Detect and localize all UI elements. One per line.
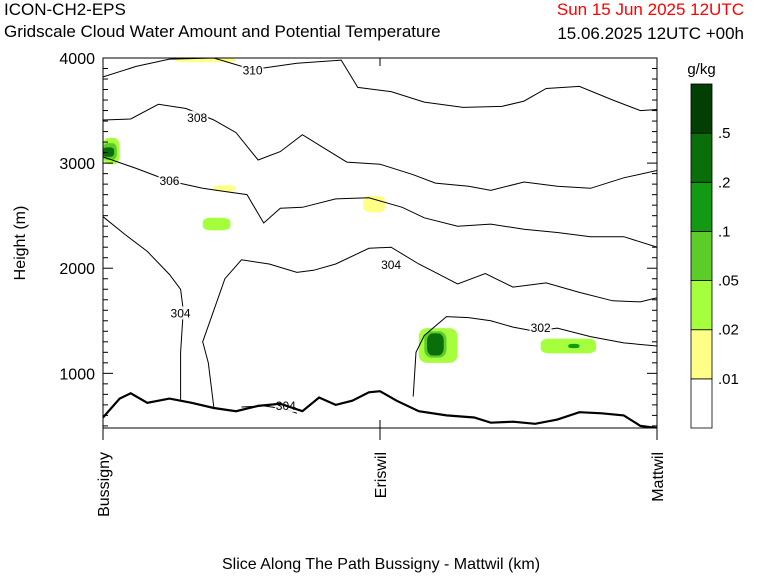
contour-label-bg — [158, 173, 181, 187]
cloud-water-patch — [363, 195, 386, 213]
cloud-water-shading — [103, 58, 597, 363]
colorbar-swatch — [690, 231, 713, 281]
x-axis-label: Slice Along The Path Bussigny - Mattwil … — [222, 556, 540, 573]
contour-label-bg — [169, 306, 192, 320]
contour-label: 304 — [381, 258, 401, 272]
terrain-line — [103, 390, 657, 428]
contour-label-bg — [186, 110, 209, 124]
y-axis: 1000 2000 3000 4000 — [59, 51, 657, 427]
y-tick-label: 2000 — [59, 261, 95, 278]
colorbar-swatch — [690, 378, 713, 429]
x-tick-label: Mattwil — [650, 452, 667, 502]
x-tick-label: Eriswil — [373, 452, 390, 498]
cloud-water-patch — [427, 333, 444, 356]
colorbar-unit: g/kg — [687, 61, 715, 78]
x-tick-label: Bussigny — [96, 452, 113, 517]
cloud-water-patch — [568, 343, 580, 349]
init-time: 15.06.2025 12UTC +00h — [557, 24, 744, 43]
colorbar-swatch — [690, 83, 713, 134]
contour-label: 306 — [159, 174, 179, 188]
colorbar-tick-label: .02 — [718, 322, 739, 339]
colorbar-swatch — [690, 280, 713, 331]
chart-title: Gridscale Cloud Water Amount and Potenti… — [4, 22, 441, 41]
cloud-water-patch — [202, 217, 231, 231]
colorbar-swatch — [690, 181, 713, 232]
valid-time: Sun 15 Jun 2025 12UTC — [556, 0, 744, 19]
y-axis-label: Height (m) — [12, 206, 29, 281]
contour-label-bg — [380, 258, 403, 272]
contour-label: 304 — [171, 306, 191, 320]
theta-contour-line — [103, 216, 184, 400]
plot-frame — [102, 57, 658, 429]
colorbar-tick-label: .2 — [718, 174, 731, 191]
y-tick-label: 4000 — [59, 51, 95, 68]
theta-contour-line — [202, 246, 657, 408]
contour-label-bg — [241, 63, 264, 77]
cloud-water-patch — [213, 185, 236, 192]
theta-contour-line — [103, 103, 657, 191]
colorbar: .01 .02 .05 .1 .2 .5 g/kg — [687, 61, 739, 429]
colorbar-swatch — [690, 132, 713, 183]
contour-label: 302 — [531, 321, 551, 335]
colorbar-tick-label: .5 — [718, 125, 731, 142]
theta-contour-line — [103, 156, 657, 248]
model-name: ICON-CH2-EPS — [4, 0, 126, 19]
colorbar-tick-label: .01 — [718, 371, 739, 388]
contour-label: 310 — [243, 64, 263, 78]
y-tick-label: 3000 — [59, 156, 95, 173]
colorbar-tick-label: .1 — [718, 223, 731, 240]
terrain-profile — [103, 390, 657, 428]
contour-label-bg — [529, 321, 552, 335]
colorbar-tick-label: .05 — [718, 273, 739, 290]
y-tick-label: 1000 — [59, 366, 95, 383]
theta-contour-line — [412, 316, 657, 397]
colorbar-swatch — [690, 329, 713, 380]
cloud-water-patch — [103, 147, 115, 157]
contour-label: 308 — [187, 111, 207, 125]
x-axis: Bussigny Eriswil Mattwil — [96, 58, 667, 517]
